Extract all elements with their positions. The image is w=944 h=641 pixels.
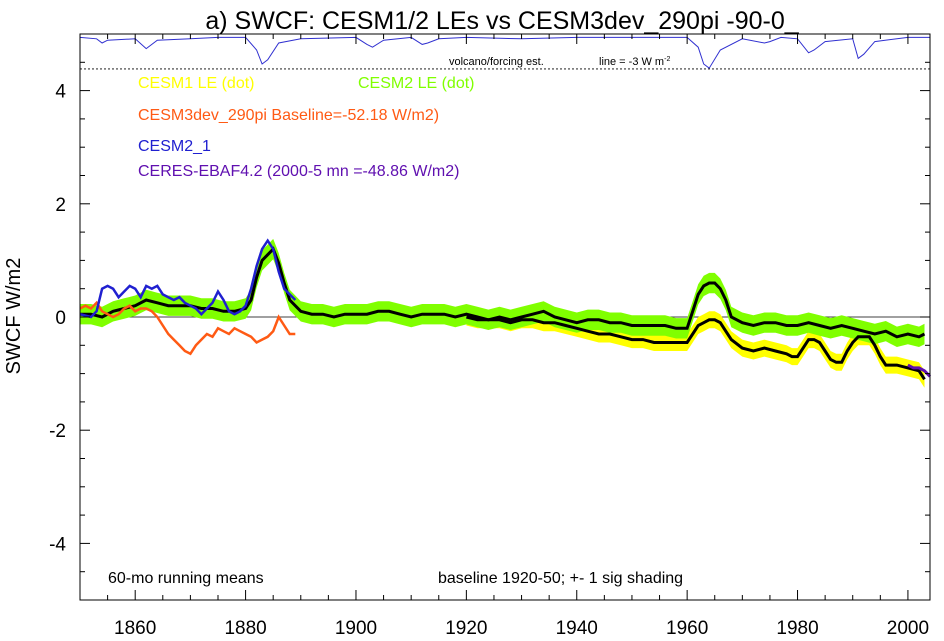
legend-item-cesm2-1: CESM2_1 <box>138 138 211 155</box>
baseline-note: baseline 1920-50; +- 1 sig shading <box>438 570 683 587</box>
x-tick-label: 2000 <box>887 618 929 639</box>
chart-title: a) SWCF: CESM1/2 LEs vs CESM3dev_290pi -… <box>205 7 799 35</box>
legend-item-cesm2: CESM2 LE (dot) <box>358 75 474 92</box>
plot-area <box>79 36 932 388</box>
legend-item-cesm3dev: CESM3dev_290pi Baseline=-52.18 W/m2) <box>138 107 439 124</box>
ceres-line <box>907 363 932 378</box>
axis-ticks: 1860 1880 1900 1920 1940 1960 1980 2000 -4 -2 0 2 4 <box>49 33 930 639</box>
y-axis-label: SWCF W/m2 <box>3 258 25 375</box>
line-annotation: line = -3 W m-2 <box>599 56 670 68</box>
cesm3dev-290pi-line <box>79 300 296 356</box>
x-tick-label: 1940 <box>556 618 598 639</box>
y-tick-label: 4 <box>55 82 66 103</box>
legend: CESM1 LE (dot) CESM2 LE (dot) CESM3dev_2… <box>138 75 474 180</box>
y-tick-label: 2 <box>55 195 66 216</box>
cesm1-mean-line <box>466 315 926 381</box>
line-annotation-text: line = -3 W m <box>599 56 664 68</box>
cesm2-1-line <box>79 238 297 319</box>
legend-item-ceres: CERES-EBAF4.2 (2000-5 mn =-48.86 W/m2) <box>138 163 459 180</box>
y-tick-label: -2 <box>49 421 66 442</box>
running-means-note: 60-mo running means <box>108 570 264 587</box>
cesm2-spread-band <box>80 238 925 347</box>
x-tick-label: 1900 <box>335 618 377 639</box>
volcano-estimate-line <box>79 36 930 69</box>
x-tick-label: 1980 <box>776 618 818 639</box>
x-tick-label: 1880 <box>224 618 266 639</box>
cesm2-mean-line <box>80 246 926 339</box>
line-annotation-superscript: -2 <box>664 56 670 63</box>
x-tick-label: 1860 <box>114 618 156 639</box>
y-tick-label: -4 <box>49 534 66 555</box>
volcano-annotation: volcano/forcing est. <box>449 56 544 68</box>
x-tick-label: 1960 <box>666 618 708 639</box>
x-tick-label: 1920 <box>445 618 487 639</box>
legend-item-cesm1: CESM1 LE (dot) <box>138 75 254 92</box>
y-tick-label: 0 <box>55 308 66 329</box>
plot-frame <box>79 33 931 601</box>
